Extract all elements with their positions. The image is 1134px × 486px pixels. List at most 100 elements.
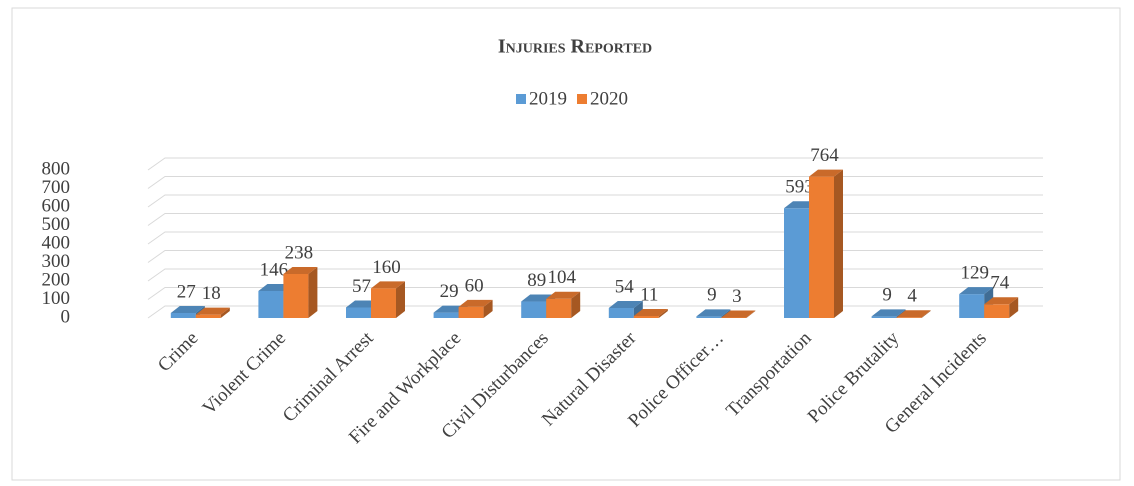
bar-front	[433, 312, 459, 318]
bar-top	[546, 291, 581, 299]
bar-front	[633, 315, 659, 318]
bar	[809, 169, 843, 318]
value-label: 9	[707, 285, 717, 306]
bar-top	[809, 169, 843, 177]
y-tick-label: 200	[42, 269, 71, 290]
bar-top	[608, 301, 643, 309]
bar	[608, 301, 643, 318]
grid-line	[147, 231, 1043, 245]
bar-front	[784, 208, 809, 318]
bar-top	[458, 299, 493, 307]
value-label: 29	[440, 281, 459, 302]
bar-front	[346, 307, 371, 318]
bar	[546, 291, 581, 318]
bar-front	[170, 313, 196, 318]
bar-front	[195, 314, 221, 318]
bar-top	[633, 308, 668, 316]
bar-top	[959, 287, 994, 295]
bar	[371, 281, 405, 318]
grid-line	[147, 305, 1043, 319]
bar-top	[696, 309, 731, 317]
value-label: 60	[465, 275, 484, 296]
bar-side	[921, 310, 931, 318]
grid-line	[147, 157, 1043, 171]
value-label: 593	[785, 177, 814, 198]
value-label: 18	[202, 283, 221, 304]
bar-front	[258, 290, 284, 318]
value-label: 104	[547, 267, 576, 288]
bar-front	[959, 294, 985, 318]
grid-line	[147, 194, 1043, 208]
chart-frame	[11, 7, 1121, 481]
value-label: 238	[285, 242, 314, 263]
bar	[195, 307, 230, 318]
bar-side	[308, 266, 318, 318]
value-label: 89	[527, 270, 546, 291]
bar-side	[396, 281, 405, 318]
bar-front	[984, 304, 1010, 318]
bar-side	[658, 308, 668, 318]
value-label: 9	[882, 285, 892, 306]
bar-front	[896, 317, 922, 318]
bar-front	[458, 306, 484, 318]
bar-side	[483, 299, 493, 318]
y-tick-label: 800	[42, 158, 71, 179]
chart-title: Injuries Reported	[498, 36, 652, 58]
value-label: 764	[810, 145, 839, 166]
bar-front	[283, 273, 309, 318]
value-label: 146	[260, 259, 289, 280]
bar	[896, 310, 931, 318]
bar-top	[170, 306, 205, 314]
bar-side	[220, 307, 230, 318]
bar-front	[546, 298, 572, 318]
bar-top	[195, 307, 230, 315]
bar-front	[871, 316, 897, 318]
value-label: 3	[732, 286, 742, 307]
y-tick-label: 300	[42, 251, 71, 272]
value-label: 57	[352, 276, 371, 297]
legend: 2019 2020	[516, 88, 628, 109]
value-label: 4	[907, 286, 917, 307]
bar-front	[521, 301, 547, 318]
value-label: 54	[615, 276, 635, 297]
legend-label: 2020	[590, 88, 628, 109]
bar	[633, 308, 668, 318]
value-label: 74	[990, 273, 1010, 294]
y-tick-label: 700	[42, 177, 71, 198]
bar-side	[1009, 297, 1019, 318]
bar	[283, 266, 318, 318]
y-tick-label: 600	[42, 195, 71, 216]
value-label: 11	[640, 284, 658, 305]
grid-line	[147, 268, 1043, 282]
y-tick-label: 0	[61, 306, 71, 327]
bar	[721, 310, 756, 318]
bar-front	[696, 316, 722, 318]
grid-line	[147, 213, 1043, 226]
bar-top	[721, 310, 756, 318]
bar-side	[746, 310, 756, 318]
bar-top	[283, 266, 318, 274]
bar-front	[809, 176, 834, 318]
y-tick-label: 100	[42, 288, 71, 309]
grid-line	[147, 176, 1043, 189]
grid-line	[147, 287, 1043, 300]
bar-top	[896, 310, 931, 318]
legend-swatch	[516, 94, 526, 104]
bar-front	[608, 308, 634, 318]
value-label: 129	[960, 262, 989, 283]
bar-side	[834, 169, 843, 318]
legend-label: 2019	[529, 88, 567, 109]
bar-top	[984, 297, 1019, 305]
grid-line	[147, 250, 1043, 263]
y-tick-label: 400	[42, 232, 71, 253]
bar-side	[633, 301, 643, 318]
bar-top	[871, 309, 906, 317]
value-label: 27	[177, 281, 196, 302]
y-tick-label: 500	[42, 214, 71, 235]
bar	[458, 299, 493, 318]
bar-top	[371, 281, 405, 289]
bar-front	[721, 317, 747, 318]
value-label: 160	[372, 257, 401, 278]
bar-side	[571, 291, 581, 318]
